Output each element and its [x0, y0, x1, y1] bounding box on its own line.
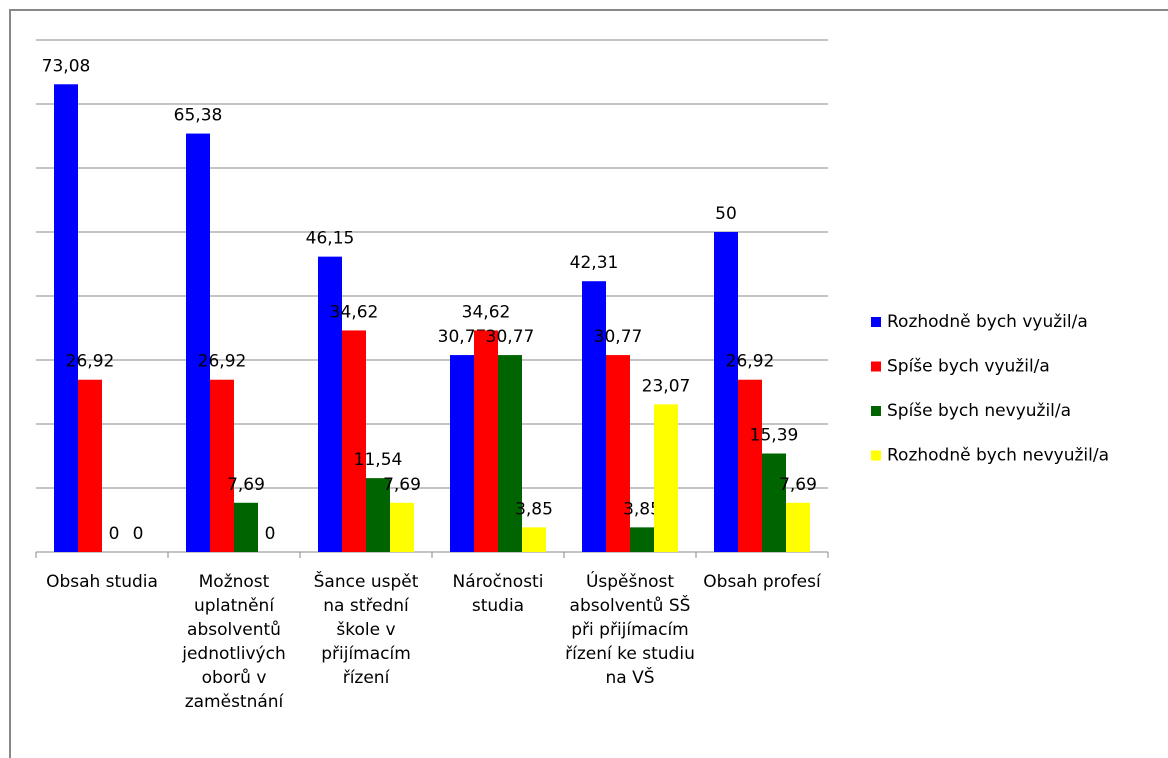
data-label: 0 — [109, 524, 120, 544]
bar — [714, 232, 738, 552]
bar — [498, 355, 522, 552]
bar — [762, 453, 786, 552]
bar — [582, 281, 606, 552]
data-label: 34,62 — [330, 302, 379, 322]
bar — [342, 330, 366, 552]
data-label: 26,92 — [726, 352, 775, 372]
data-label: 7,69 — [383, 475, 421, 495]
data-label: 3,85 — [515, 499, 553, 519]
x-tick-label: Obsah profesí — [703, 572, 821, 592]
legend-label: Spíše bych nevyužil/a — [887, 401, 1071, 421]
bar — [654, 404, 678, 552]
data-label: 7,69 — [227, 475, 265, 495]
bar — [234, 502, 258, 552]
bar — [786, 502, 810, 552]
data-label: 30,77 — [486, 327, 535, 347]
bar — [522, 527, 546, 552]
data-label: 50 — [715, 204, 737, 224]
data-label: 23,07 — [642, 376, 691, 396]
data-label: 7,69 — [779, 475, 817, 495]
x-tick-label: Možnost uplatnění absolventů jednotlivýc… — [182, 572, 286, 712]
legend-swatch — [871, 450, 881, 461]
legend-label: Rozhodně bych nevyužil/a — [887, 446, 1109, 466]
legend-swatch — [871, 361, 881, 372]
data-label: 0 — [265, 524, 276, 544]
data-label: 3,85 — [623, 499, 661, 519]
bar — [474, 330, 498, 552]
bar — [630, 527, 654, 552]
bar — [738, 379, 762, 552]
bar — [390, 502, 414, 552]
x-tick-label: Obsah studia — [46, 572, 158, 592]
bar — [450, 355, 474, 552]
legend-swatch — [871, 406, 881, 416]
legend-label: Rozhodně bych využil/a — [887, 312, 1088, 332]
bar — [210, 379, 234, 552]
bar — [606, 355, 630, 552]
data-label: 46,15 — [306, 229, 355, 249]
bar — [318, 256, 342, 552]
data-label: 73,08 — [42, 56, 91, 76]
data-label: 30,77 — [594, 327, 643, 347]
bar — [186, 133, 210, 552]
frame — [9, 9, 1168, 758]
bar — [366, 478, 390, 552]
data-label: 15,39 — [750, 426, 799, 446]
data-label: 42,31 — [570, 253, 619, 273]
x-tick-label: Náročnosti studia — [452, 572, 544, 616]
x-tick-label: Šance uspět na střední škole v přijímací… — [313, 572, 419, 688]
legend-swatch — [871, 317, 881, 327]
legend-label: Spíše bych využil/a — [887, 357, 1050, 377]
bar — [54, 84, 78, 553]
bar — [78, 379, 102, 552]
data-label: 0 — [133, 524, 144, 544]
data-label: 11,54 — [354, 450, 403, 470]
data-label: 65,38 — [174, 106, 223, 126]
x-tick-label: Úspěšnost absolventů SŠ při přijímacím ř… — [565, 572, 695, 688]
data-label: 26,92 — [66, 352, 115, 372]
data-label: 26,92 — [198, 352, 247, 372]
data-label: 34,62 — [462, 302, 511, 322]
